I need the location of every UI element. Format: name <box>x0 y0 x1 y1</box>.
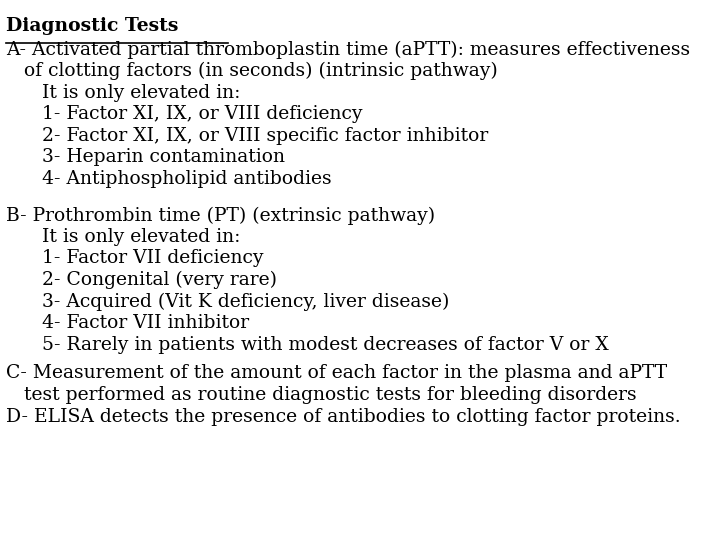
Text: 4- Antiphospholipid antibodies: 4- Antiphospholipid antibodies <box>6 170 331 188</box>
Text: A- Activated partial thromboplastin time (aPTT): measures effectiveness: A- Activated partial thromboplastin time… <box>6 40 690 59</box>
Text: of clotting factors (in seconds) (intrinsic pathway): of clotting factors (in seconds) (intrin… <box>6 62 498 80</box>
Text: 5- Rarely in patients with modest decreases of factor V or X: 5- Rarely in patients with modest decrea… <box>6 336 608 354</box>
Text: 4- Factor VII inhibitor: 4- Factor VII inhibitor <box>6 314 249 332</box>
Text: 1- Factor XI, IX, or VIII deficiency: 1- Factor XI, IX, or VIII deficiency <box>6 105 362 123</box>
Text: It is only elevated in:: It is only elevated in: <box>6 228 240 246</box>
Text: It is only elevated in:: It is only elevated in: <box>6 84 240 102</box>
Text: test performed as routine diagnostic tests for bleeding disorders: test performed as routine diagnostic tes… <box>6 386 636 404</box>
Text: 1- Factor VII deficiency: 1- Factor VII deficiency <box>6 249 264 267</box>
Text: 3- Heparin contamination: 3- Heparin contamination <box>6 148 285 166</box>
Text: B- Prothrombin time (PT) (extrinsic pathway): B- Prothrombin time (PT) (extrinsic path… <box>6 206 435 225</box>
Text: D- ELISA detects the presence of antibodies to clotting factor proteins.: D- ELISA detects the presence of antibod… <box>6 408 680 426</box>
Text: 2- Factor XI, IX, or VIII specific factor inhibitor: 2- Factor XI, IX, or VIII specific facto… <box>6 127 488 145</box>
Text: 3- Acquired (Vit K deficiency, liver disease): 3- Acquired (Vit K deficiency, liver dis… <box>6 293 449 311</box>
Text: 2- Congenital (very rare): 2- Congenital (very rare) <box>6 271 276 289</box>
Text: C- Measurement of the amount of each factor in the plasma and aPTT: C- Measurement of the amount of each fac… <box>6 364 667 382</box>
Text: Diagnostic Tests: Diagnostic Tests <box>6 17 178 35</box>
